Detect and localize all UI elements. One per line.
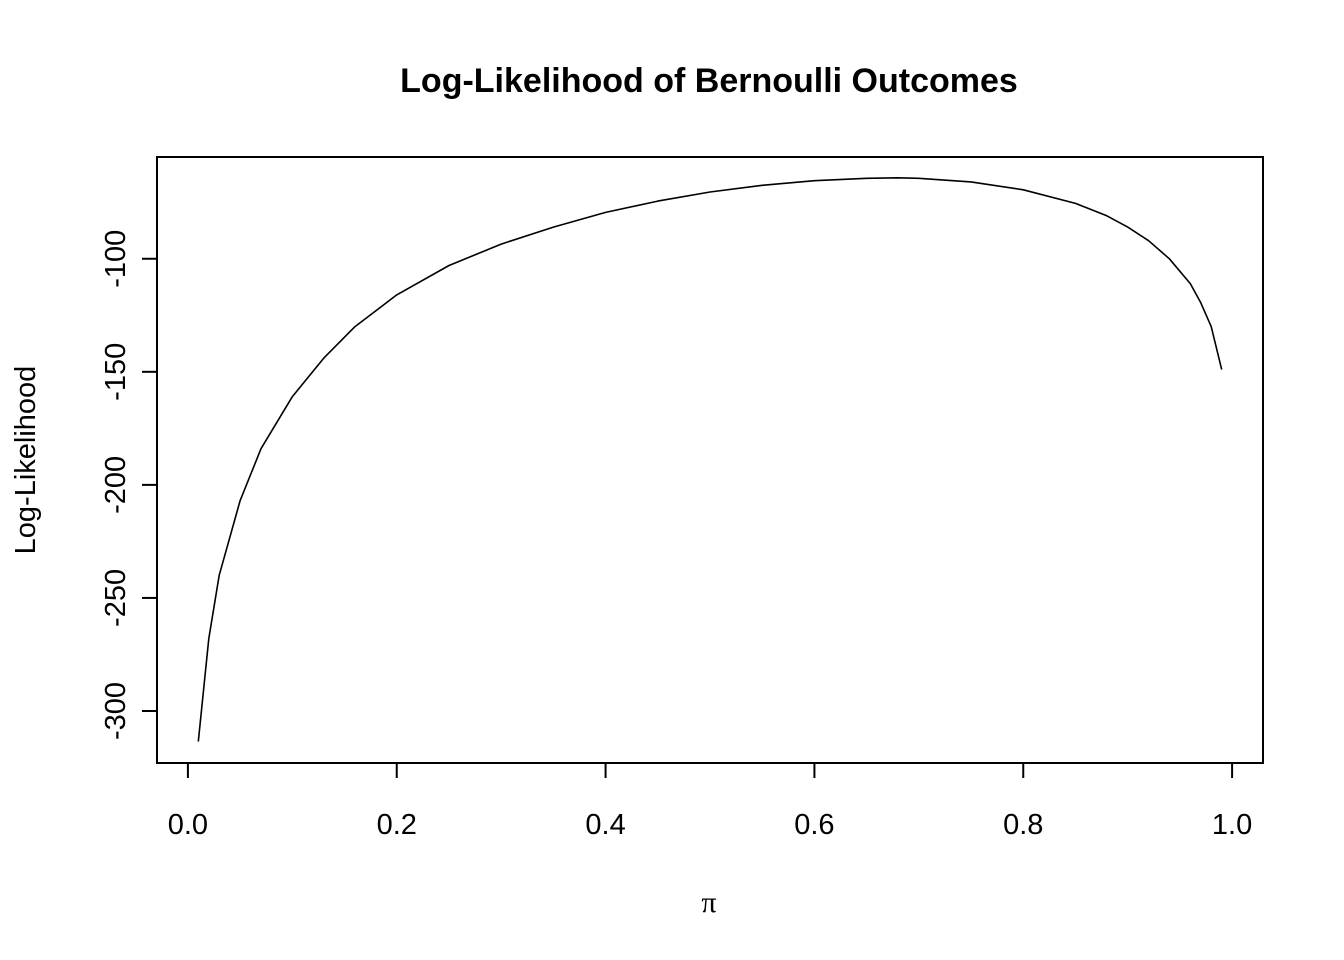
x-tick-label: 0.8	[1003, 809, 1043, 841]
y-tick-label: -100	[100, 230, 132, 288]
y-axis-title: Log-Likelihood	[10, 366, 42, 555]
x-tick-label: 0.0	[168, 809, 208, 841]
x-tick-label: 0.6	[794, 809, 834, 841]
x-axis: 0.0 0.2 0.4 0.6 0.8 1.0	[168, 762, 1252, 841]
x-tick-label: 0.4	[585, 809, 625, 841]
y-tick-label: -150	[100, 343, 132, 401]
y-axis: -300 -250 -200 -150 -100	[100, 230, 158, 740]
y-tick-label: -250	[100, 569, 132, 627]
x-tick-label: 0.2	[377, 809, 417, 841]
log-likelihood-series-line	[197, 177, 1223, 742]
plot-frame	[156, 156, 1264, 764]
y-tick-label: -200	[100, 456, 132, 514]
x-axis-title: π	[701, 886, 716, 919]
chart-title: Log-Likelihood of Bernoulli Outcomes	[400, 62, 1018, 100]
x-tick-label: 1.0	[1212, 809, 1252, 841]
y-tick-label: -300	[100, 682, 132, 740]
